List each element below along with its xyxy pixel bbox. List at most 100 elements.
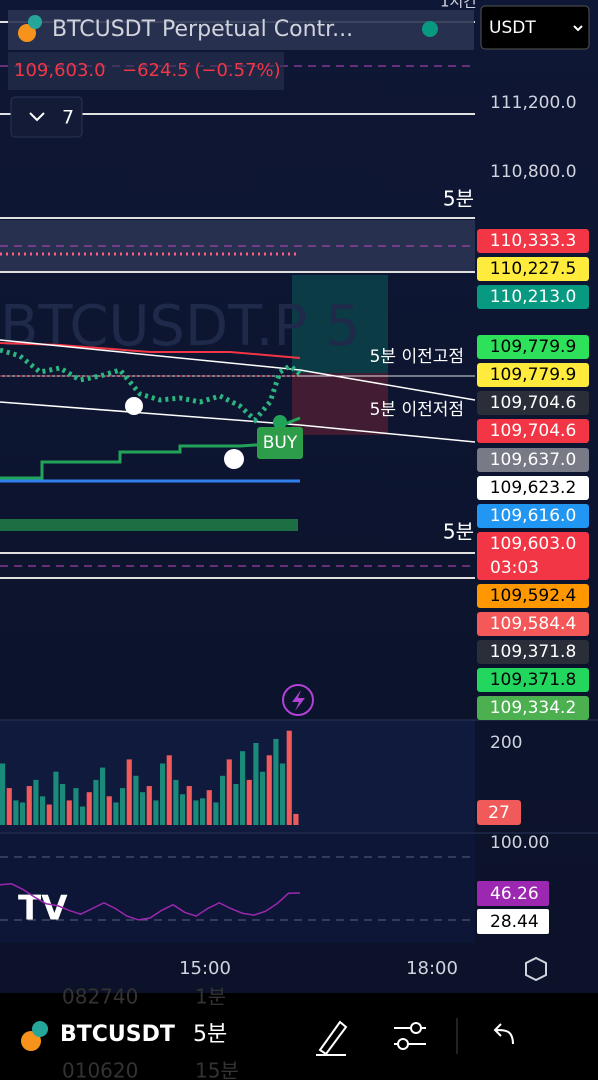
price-tag-label: 109,779.9: [490, 365, 577, 385]
x-tick-label: 18:00: [406, 958, 458, 979]
price-tag-label: 110,213.0: [490, 287, 577, 307]
volume-bar: [140, 792, 146, 825]
price-tag: [477, 584, 589, 608]
draw-button[interactable]: [316, 1020, 348, 1056]
currency-select[interactable]: [480, 5, 590, 50]
price-tag: [477, 640, 589, 664]
ghost-text: 010620: [62, 1059, 138, 1080]
rsi-tag-label: 46.26: [490, 884, 539, 904]
volume-bar: [66, 800, 72, 825]
y-tick-label: 200: [490, 733, 522, 753]
volume-bar: [200, 798, 206, 825]
volume-bar: [86, 792, 92, 825]
volume-bar: [80, 806, 86, 825]
undo-button[interactable]: [493, 1023, 514, 1045]
volume-bar: [180, 794, 186, 825]
level-label: 5분 이전고점: [370, 347, 464, 367]
volume-bar: [60, 784, 66, 825]
symbol-title[interactable]: BTCUSDT Perpetual Contr...: [52, 17, 353, 42]
volume-bar: [246, 779, 252, 825]
volume-bar: [153, 800, 159, 825]
volume-bar: [166, 755, 172, 825]
price-tag-label: 109,616.0: [490, 506, 577, 526]
volume-bar: [240, 751, 246, 825]
volume-bar: [293, 813, 299, 825]
volume-bar: [266, 755, 272, 825]
price-tag: [477, 391, 589, 415]
exchange-icon: [28, 15, 42, 29]
price-tag: [477, 335, 589, 359]
volume-bar: [13, 800, 19, 825]
volume-bar: [113, 802, 119, 825]
level-label: 5분 이전저점: [370, 400, 464, 420]
price-bg: [8, 52, 284, 90]
rsi-tag-label: 28.44: [490, 912, 539, 932]
volume-bar: [286, 730, 292, 825]
settings-button[interactable]: [525, 956, 547, 982]
volume-bar: [260, 771, 266, 825]
volume-bar: [0, 763, 6, 825]
indicator-count: 7: [62, 107, 74, 129]
lightning-button[interactable]: [282, 684, 314, 716]
price-tag: [477, 668, 589, 692]
coin-icon: [18, 24, 36, 42]
price-tag-label: 109,704.6: [490, 393, 577, 413]
volume-bar: [20, 802, 26, 825]
header-bg: [8, 10, 474, 50]
volume-bar: [106, 796, 112, 825]
volume-bar: [53, 771, 59, 825]
volume-bar: [253, 743, 259, 825]
price-tag: [477, 532, 589, 580]
volume-bar: [226, 759, 232, 825]
last-price: 109,603.0: [14, 60, 106, 81]
price-tag-label: 109,704.6: [490, 421, 577, 441]
currency: USDT: [489, 18, 536, 38]
price-tag: [477, 363, 589, 387]
indicator-toggle[interactable]: [10, 96, 83, 138]
volume-tag: [477, 800, 521, 825]
price-tag-label: 110,333.3: [490, 231, 577, 251]
price-tag: [477, 257, 589, 281]
volume-bar: [213, 802, 219, 825]
bottom-symbol[interactable]: BTCUSDT: [60, 1022, 175, 1047]
knob: [397, 1038, 409, 1050]
rsi-tag: [477, 909, 549, 934]
alarm-icon: [125, 397, 143, 415]
price-tag-label: 109,371.8: [490, 670, 577, 690]
price-tag: [477, 285, 589, 309]
buy-badge: [257, 427, 303, 459]
volume-bar: [233, 784, 239, 825]
bottom-interval[interactable]: 5분: [193, 1022, 227, 1047]
price-tag: [477, 696, 589, 720]
zone: [292, 373, 388, 435]
alarm-icon: [224, 449, 244, 469]
volume-tag-label: 27: [488, 803, 510, 823]
signal-dot: [273, 415, 287, 429]
top-label: 1시간: [440, 0, 477, 11]
price-tag-label: 109,779.9: [490, 337, 577, 357]
rsi-line: [0, 883, 301, 921]
ghost-text: 082740: [62, 985, 138, 1009]
price-tag-label: 109,584.4: [490, 614, 577, 634]
price-tag-label: 109,371.8: [490, 642, 577, 662]
volume-bar: [93, 779, 99, 825]
price-tag-label: 109,603.0: [490, 534, 577, 554]
x-tick-label: 15:00: [179, 958, 231, 979]
volume-bar: [126, 759, 132, 825]
market-status: [422, 21, 438, 37]
volume-bar: [193, 800, 199, 825]
lightning-icon: [292, 690, 305, 711]
tv-logo: TV: [18, 889, 68, 929]
exchange-icon: [32, 1021, 48, 1037]
price-tag-label: 110,227.5: [490, 259, 577, 279]
price-tag: [477, 448, 589, 472]
y-tick-label: 100.00: [490, 833, 549, 853]
volume-bar: [173, 779, 179, 825]
y-tick-label: 111,200.0: [490, 93, 577, 113]
price-tag: [477, 229, 589, 253]
volume-profile: [0, 519, 298, 531]
price-tag: [477, 504, 589, 528]
volume-bar: [120, 788, 126, 825]
price-tag: [477, 612, 589, 636]
chevron: [29, 112, 45, 122]
